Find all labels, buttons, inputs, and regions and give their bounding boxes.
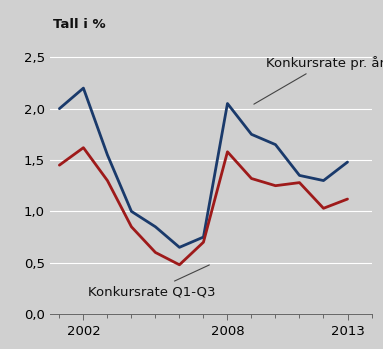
Text: Konkursrate pr. år: Konkursrate pr. år	[254, 55, 383, 104]
Text: Tall i %: Tall i %	[53, 18, 106, 31]
Text: Konkursrate Q1-Q3: Konkursrate Q1-Q3	[88, 265, 216, 298]
